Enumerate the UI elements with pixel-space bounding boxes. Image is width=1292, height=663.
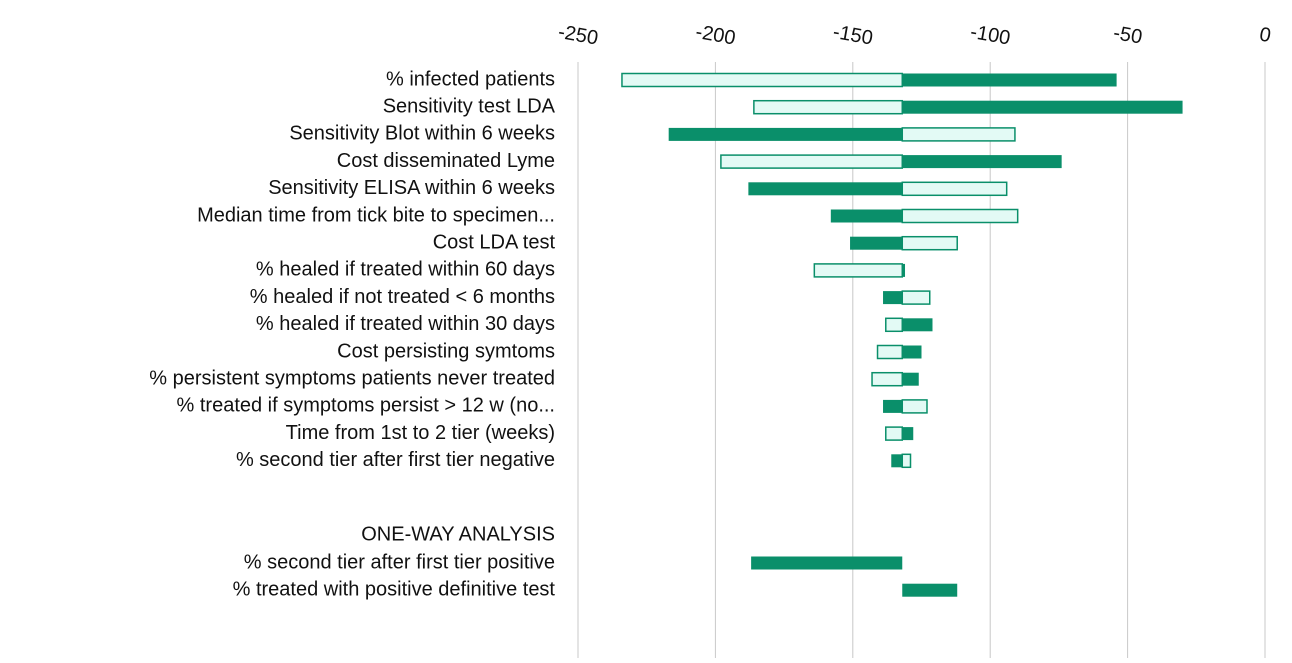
category-label: Sensitivity test LDA <box>383 95 556 117</box>
bar <box>885 317 904 333</box>
category-label: % healed if treated within 30 days <box>256 313 555 335</box>
bar <box>902 155 1062 169</box>
bar <box>748 182 903 196</box>
category-label: % treated with positive definitive test <box>233 578 556 600</box>
bar <box>891 454 903 468</box>
bar <box>751 556 903 570</box>
category-label: Cost LDA test <box>433 231 556 253</box>
x-tick-label: -250 <box>557 21 600 50</box>
category-label: % persistent symptoms patients never tre… <box>149 367 555 389</box>
category-label: % healed if treated within 60 days <box>256 259 555 281</box>
bar <box>901 290 931 305</box>
category-label: % second tier after first tier negative <box>236 449 555 471</box>
section-title: ONE-WAY ANALYSIS <box>361 523 555 545</box>
bar <box>901 127 1016 142</box>
bar <box>883 291 903 305</box>
category-label: % healed if not treated < 6 months <box>250 286 555 308</box>
bar <box>883 399 903 413</box>
bar <box>902 583 958 597</box>
bar <box>901 181 1008 197</box>
bar <box>885 426 904 441</box>
bar <box>902 345 922 359</box>
bar <box>902 100 1183 114</box>
bar <box>621 72 904 88</box>
bar <box>668 127 903 141</box>
bar <box>813 263 904 278</box>
category-label: Median time from tick bite to specimen..… <box>197 204 555 226</box>
x-tick-label: -100 <box>969 21 1012 50</box>
bar <box>901 453 912 469</box>
bar <box>902 318 933 332</box>
bar <box>902 263 906 277</box>
bar <box>720 154 904 169</box>
category-label: % treated if symptoms persist > 12 w (no… <box>177 395 555 417</box>
bar <box>830 209 903 223</box>
x-tick-label: -50 <box>1112 22 1144 49</box>
bar <box>902 73 1117 87</box>
bar <box>876 344 904 360</box>
bar <box>753 99 904 115</box>
x-tick-label: 0 <box>1258 23 1273 47</box>
bar <box>902 427 914 441</box>
bar <box>901 399 928 414</box>
x-tick-label: -200 <box>694 21 737 50</box>
bar <box>901 208 1019 224</box>
category-label: % second tier after first tier positive <box>244 551 555 573</box>
category-label: % infected patients <box>386 68 555 90</box>
x-tick-label: -150 <box>831 21 874 50</box>
bar <box>902 372 919 386</box>
bar <box>871 371 904 387</box>
bar <box>901 235 958 251</box>
category-label: Cost persisting symtoms <box>337 340 555 362</box>
bar <box>850 236 903 250</box>
category-label: Sensitivity Blot within 6 weeks <box>289 123 555 145</box>
category-label: Time from 1st to 2 tier (weeks) <box>286 422 555 444</box>
category-label: Sensitivity ELISA within 6 weeks <box>268 177 555 199</box>
category-label: Cost disseminated Lyme <box>337 150 555 172</box>
